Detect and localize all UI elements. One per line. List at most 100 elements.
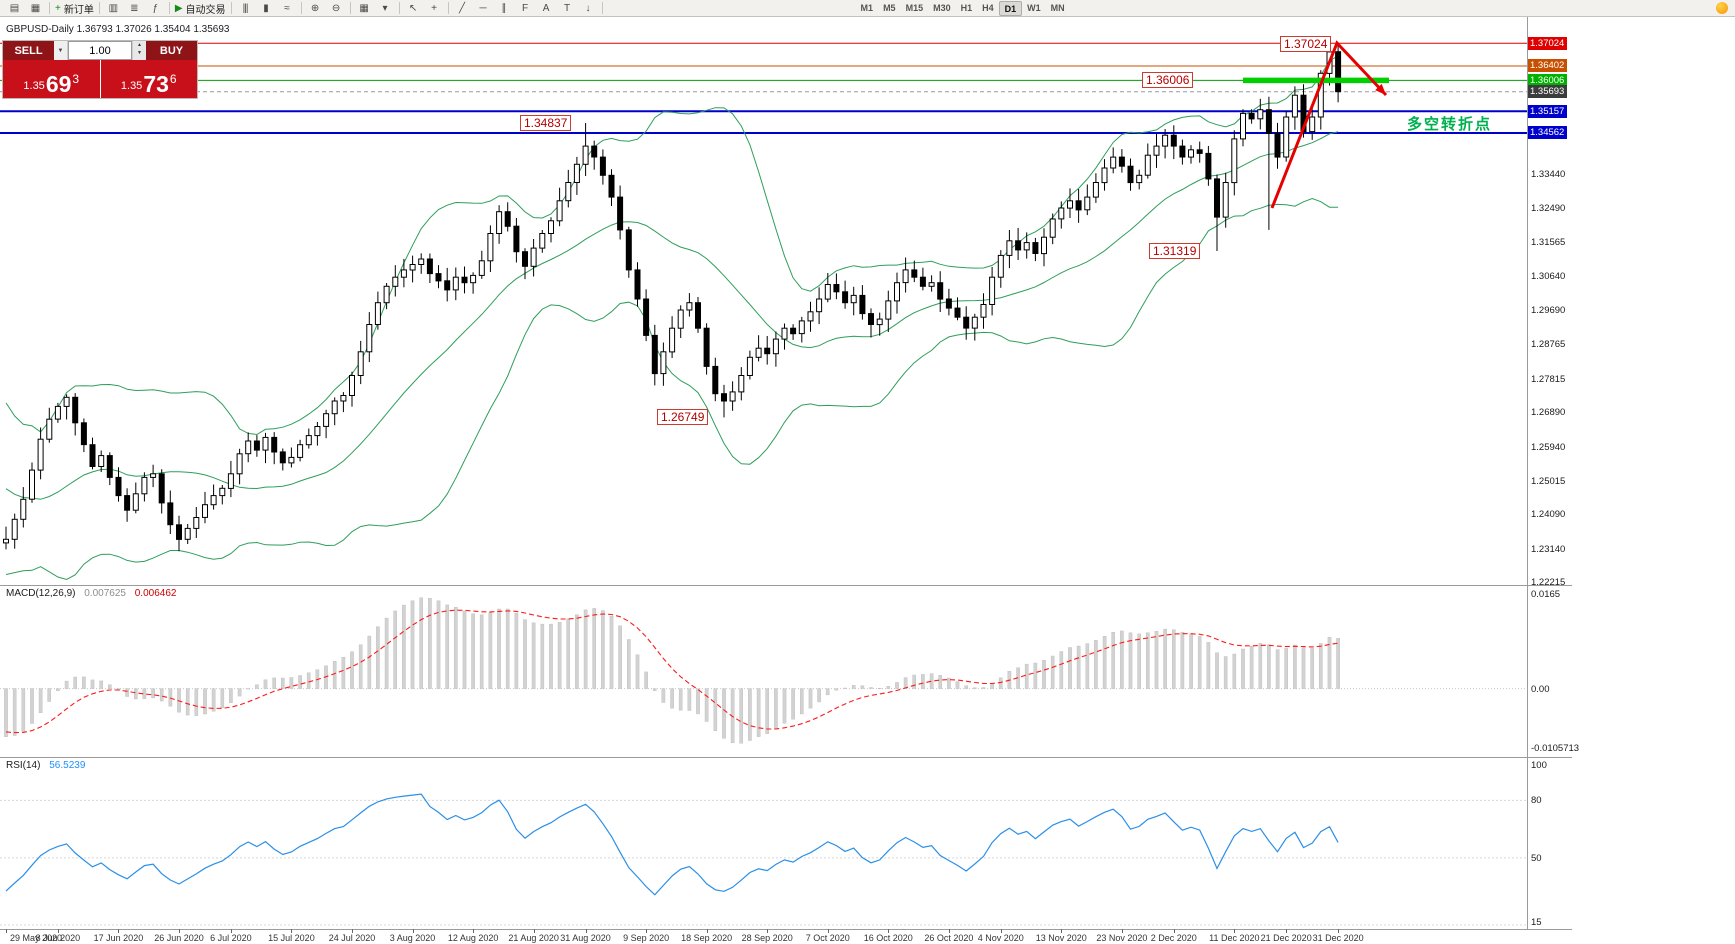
timeframe-m30-button[interactable]: M30 xyxy=(933,2,951,13)
timeframe-w1-button[interactable]: W1 xyxy=(1027,2,1041,13)
candle-body xyxy=(1075,200,1082,211)
price-highlight-label: 1.37024 xyxy=(1528,36,1568,50)
candle-body xyxy=(1274,132,1281,158)
new-order-button[interactable]: + 新订单 xyxy=(53,1,96,16)
time-label: 17 Jun 2020 xyxy=(93,933,144,943)
macd-histogram-bar xyxy=(955,681,960,689)
macd-histogram-bar xyxy=(281,677,285,689)
buy-button[interactable]: BUY xyxy=(146,41,197,60)
charts-grid-icon[interactable]: ▥ xyxy=(103,1,124,16)
horizontal-line-icon[interactable]: ─ xyxy=(473,1,494,16)
sell-options-caret-icon[interactable]: ▼ xyxy=(54,41,68,60)
candle-body xyxy=(1188,149,1194,158)
text-icon-glyph: A xyxy=(542,2,550,14)
candle-body xyxy=(608,174,615,198)
price-callout[interactable]: 1.31319 xyxy=(1149,243,1201,259)
price-highlight-label: 1.35693 xyxy=(1528,85,1568,99)
timeframe-m5-button[interactable]: M5 xyxy=(883,2,896,13)
candle-body xyxy=(426,258,433,275)
price-callout[interactable]: 1.26749 xyxy=(657,409,709,425)
watchlist-icon[interactable]: ≣ xyxy=(124,1,145,16)
arrange-dropdown-icon[interactable]: ▾ xyxy=(375,1,396,16)
volume-input[interactable] xyxy=(68,41,132,60)
macd-histogram-bar xyxy=(1059,651,1064,689)
fibonacci-icon-glyph: F xyxy=(521,2,529,14)
macd-histogram-bar xyxy=(185,688,190,716)
crosshair-icon[interactable]: + xyxy=(424,1,445,16)
time-label: 23 Nov 2020 xyxy=(1096,933,1148,943)
timeframe-h4-button[interactable]: H4 xyxy=(982,2,994,13)
price-callout[interactable]: 1.37024 xyxy=(1280,36,1332,52)
timeframe-d1-button[interactable]: D1 xyxy=(998,0,1023,16)
candle-body xyxy=(1101,167,1108,184)
candle-body xyxy=(1214,178,1220,218)
candle-body xyxy=(305,435,312,446)
mql-community-icon[interactable] xyxy=(1716,2,1728,14)
timeframe-m1-button[interactable]: M1 xyxy=(860,2,874,13)
fibonacci-icon[interactable]: F xyxy=(515,1,536,16)
trend-arrow[interactable] xyxy=(1270,40,1388,209)
macd-histogram-bar xyxy=(1111,632,1115,689)
time-axis-tick xyxy=(1174,929,1175,933)
candle-body xyxy=(1153,145,1160,156)
line-chart-mode-icon[interactable]: ≈ xyxy=(277,1,298,16)
trade-panel-prices: 1.35 69 3 1.35 73 6 xyxy=(3,60,197,98)
tile-windows-icon[interactable]: ▦ xyxy=(354,1,375,16)
candle-body xyxy=(11,518,18,540)
candle-body xyxy=(772,338,779,355)
buy-price-display[interactable]: 1.35 73 6 xyxy=(99,60,197,98)
window-tile-icon-glyph: ▦ xyxy=(30,2,41,14)
candle-body xyxy=(262,436,269,451)
macd-histogram-bar xyxy=(696,688,700,715)
text-label-icon[interactable]: T xyxy=(557,1,578,16)
time-axis-tick xyxy=(352,929,353,933)
candle-body xyxy=(868,313,874,326)
auto-trading-button-label: 自动交易 xyxy=(185,4,226,16)
window-tile-icon[interactable]: ▦ xyxy=(25,1,46,16)
candle-body xyxy=(824,284,831,300)
macd-histogram-bar xyxy=(402,604,406,689)
toolbar-separator xyxy=(230,2,232,14)
zoom-in-icon[interactable]: ⊕ xyxy=(305,1,326,16)
candle-body xyxy=(1205,152,1212,180)
price-callout[interactable]: 1.36006 xyxy=(1142,72,1194,88)
timeframe-mn-button[interactable]: MN xyxy=(1050,2,1065,13)
timeframe-h1-button[interactable]: H1 xyxy=(960,2,973,13)
bar-chart-mode-icon[interactable]: ||| xyxy=(235,1,256,16)
timeframe-m15-button[interactable]: M15 xyxy=(905,2,924,13)
time-label: 26 Jun 2020 xyxy=(154,933,204,943)
channel-icon[interactable]: ∥ xyxy=(494,1,515,16)
buy-price-pips: 73 xyxy=(143,71,169,97)
trendline-icon[interactable]: ╱ xyxy=(452,1,473,16)
candle-body xyxy=(3,538,9,544)
volume-spinner[interactable]: ▲ ▼ xyxy=(132,41,146,60)
macd-histogram-bar xyxy=(211,688,216,712)
cursor-icon[interactable]: ↖ xyxy=(403,1,424,16)
macd-histogram-bar xyxy=(1197,636,1202,689)
macd-histogram-bar xyxy=(4,688,8,737)
sell-button[interactable]: SELL xyxy=(3,41,54,60)
zoom-out-icon[interactable]: ⊖ xyxy=(326,1,347,16)
indicators-icon[interactable]: ƒ xyxy=(145,1,166,16)
price-tick-label: 1.25940 xyxy=(1531,441,1566,453)
macd-histogram-bar xyxy=(358,644,363,689)
candle-body xyxy=(695,302,701,329)
cn-annotation[interactable]: 多空转折点 xyxy=(1407,116,1493,133)
candle-body xyxy=(833,284,840,293)
text-label-icon-glyph: T xyxy=(563,2,571,14)
time-axis-tick xyxy=(1234,929,1235,933)
text-icon[interactable]: A xyxy=(536,1,557,16)
arrows-tool-icon[interactable]: ↓ xyxy=(578,1,599,16)
price-callout[interactable]: 1.34837 xyxy=(520,115,572,131)
price-tick-label: 1.26890 xyxy=(1531,407,1566,419)
macd-histogram-bar xyxy=(1241,648,1245,689)
candlestick-mode-icon[interactable]: ▮ xyxy=(256,1,277,16)
time-label: 3 Aug 2020 xyxy=(389,933,436,943)
sell-price-display[interactable]: 1.35 69 3 xyxy=(3,60,100,98)
auto-trading-button[interactable]: ▶ 自动交易 xyxy=(173,1,228,16)
candle-body xyxy=(297,444,304,458)
macd-histogram-bar xyxy=(1163,628,1167,689)
candle-body xyxy=(323,413,330,427)
macd-histogram-bar xyxy=(895,682,899,689)
chart-window-icon[interactable]: ▤ xyxy=(4,1,25,16)
